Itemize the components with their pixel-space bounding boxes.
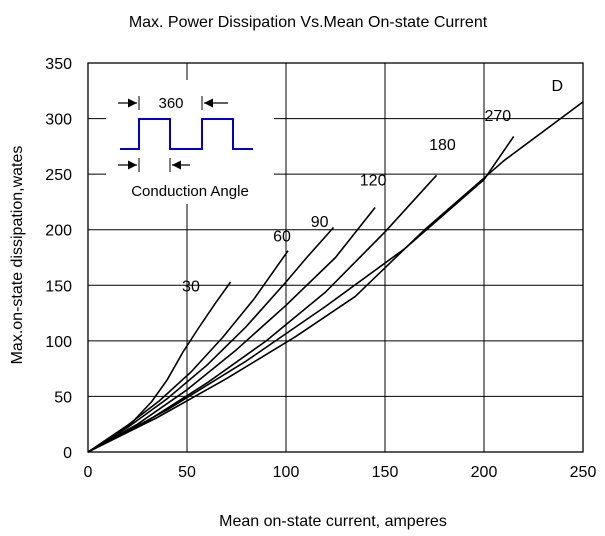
y-tick-label: 200 xyxy=(45,223,72,240)
series-line-30 xyxy=(87,281,232,453)
series-label-60: 60 xyxy=(273,228,291,245)
x-tick-label: 50 xyxy=(178,464,196,481)
x-tick-label: 200 xyxy=(471,464,498,481)
series-label-120: 120 xyxy=(360,173,387,190)
series-label-D: D xyxy=(551,78,563,95)
y-tick-label: 100 xyxy=(45,334,72,351)
x-tick-label: 250 xyxy=(570,464,597,481)
series-line-60 xyxy=(87,250,289,453)
series-label-90: 90 xyxy=(311,214,329,231)
y-tick-label: 0 xyxy=(63,445,72,462)
plot-frame xyxy=(87,62,584,453)
series-line-90 xyxy=(87,226,335,453)
series-line-D xyxy=(87,101,584,453)
y-tick-label: 350 xyxy=(45,56,72,73)
x-tick-label: 150 xyxy=(372,464,399,481)
x-tick-label: 100 xyxy=(273,464,300,481)
series-line-270 xyxy=(87,135,515,453)
series-group xyxy=(87,101,584,453)
chart-title: Max. Power Dissipation Vs.Mean On-state … xyxy=(129,14,488,31)
x-tick-label: 0 xyxy=(84,464,93,481)
series-line-180 xyxy=(87,174,438,453)
inset-caption: Conduction Angle xyxy=(131,183,249,200)
series-line-120 xyxy=(87,207,376,453)
axis-ticks: 0 50 100 150 200 250 0 50 100 150 200 250 300 350 xyxy=(45,56,596,481)
square-waveform xyxy=(120,118,253,150)
y-tick-label: 300 xyxy=(45,112,72,129)
series-label-30: 30 xyxy=(182,278,200,295)
series-labels: 30 60 90 120 180 270 D xyxy=(182,78,563,295)
y-tick-label: 150 xyxy=(45,278,72,295)
y-axis-label: Max.on-state dissipation,wates xyxy=(9,146,26,365)
series-label-270: 270 xyxy=(485,108,512,125)
period-label: 360 xyxy=(158,95,183,112)
y-tick-label: 50 xyxy=(54,389,72,406)
series-label-180: 180 xyxy=(429,137,456,154)
conduction-angle-inset: 360 Conduction Angle xyxy=(106,80,274,204)
y-tick-label: 250 xyxy=(45,167,72,184)
x-axis-label: Mean on-state current, amperes xyxy=(219,513,447,530)
